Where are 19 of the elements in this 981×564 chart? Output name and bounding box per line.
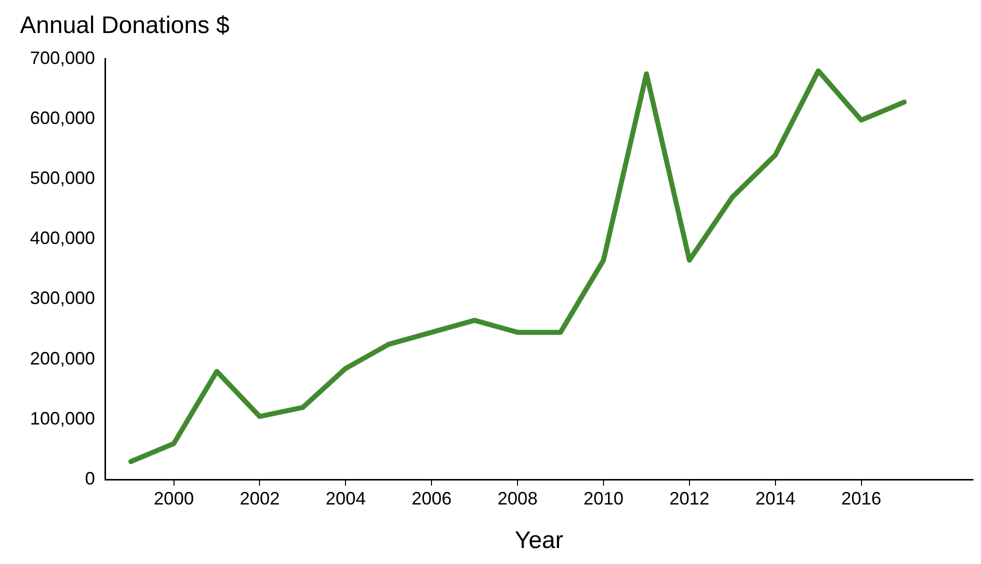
y-tick-label: 0 bbox=[85, 468, 96, 489]
x-tick-label: 2004 bbox=[326, 488, 366, 508]
x-tick-label: 2014 bbox=[755, 488, 796, 508]
x-axis-title: Year bbox=[514, 527, 564, 554]
y-tick-label: 200,000 bbox=[30, 348, 96, 368]
y-tick-label: 100,000 bbox=[30, 408, 96, 428]
x-tick-label: 2006 bbox=[412, 488, 452, 508]
y-tick-label: 400,000 bbox=[30, 228, 96, 248]
x-tick-label: 2008 bbox=[498, 488, 538, 508]
x-tick-label: 2002 bbox=[240, 488, 280, 508]
y-tick-label: 600,000 bbox=[30, 108, 96, 128]
x-tick-label: 2010 bbox=[583, 488, 624, 508]
chart-title: Annual Donations $ bbox=[20, 12, 230, 40]
y-tick-label: 300,000 bbox=[30, 288, 96, 308]
y-tick-label: 500,000 bbox=[30, 168, 96, 188]
x-tick-label: 2016 bbox=[841, 488, 882, 508]
x-tick-label: 2012 bbox=[669, 488, 710, 508]
y-tick-label: 700,000 bbox=[30, 48, 96, 68]
x-tick-label: 2000 bbox=[154, 488, 194, 508]
